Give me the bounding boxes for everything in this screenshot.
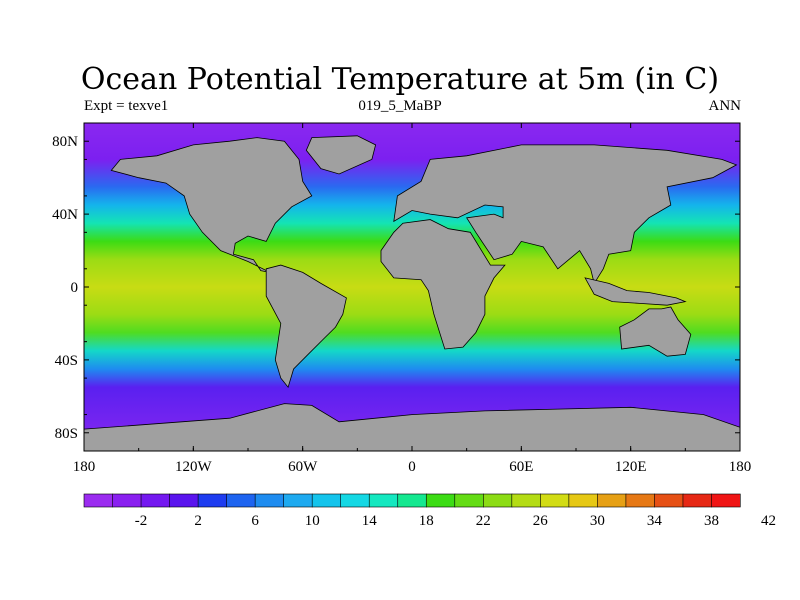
colorbar-label: 10 (305, 513, 320, 529)
lon-label: 60E (509, 459, 533, 475)
colorbar-swatch (682, 493, 713, 508)
colorbar-swatch (368, 493, 399, 508)
lon-label: 120W (175, 459, 213, 475)
colorbar-swatch (397, 493, 427, 508)
colorbar-swatch (425, 493, 456, 508)
time-label: 019_5_MaBP (358, 98, 442, 114)
colorbar-swatch (169, 493, 199, 508)
axis-ticks (83, 122, 741, 452)
lat-label: 80N (52, 134, 78, 150)
colorbar-swatch (83, 493, 114, 508)
lon-label: 180 (73, 459, 96, 475)
colorbar-swatch (654, 493, 684, 508)
plot-title: Ocean Potential Temperature at 5m (in C) (80, 62, 720, 97)
colorbar-label: 14 (362, 513, 378, 529)
colorbar-swatch (711, 493, 741, 508)
colorbar-swatch (568, 493, 598, 508)
longitude-labels: 180 120W 60W 0 60E 120E 180 (73, 459, 752, 475)
landmass-south-america (265, 264, 347, 389)
colorbar-label: 30 (590, 513, 605, 529)
landmass-australia (619, 306, 692, 357)
landmass-india-seasia-islands (584, 277, 687, 306)
colorbar-labels: -2 2 6 10 14 18 22 26 30 34 38 42 (135, 513, 776, 529)
colorbar-swatch (311, 493, 342, 508)
colorbar-swatch (197, 493, 228, 508)
colorbar-label: 42 (761, 513, 776, 529)
lat-label: 40S (55, 353, 78, 369)
lat-label: 40N (52, 207, 78, 223)
colorbar-swatch (511, 493, 541, 508)
colorbar-swatch (254, 493, 285, 508)
lon-label: 0 (408, 459, 416, 475)
lat-label: 80S (55, 426, 78, 442)
landmass-antarctica (84, 403, 740, 451)
colorbar-label: 2 (194, 513, 202, 529)
colorbar-swatch (454, 493, 484, 508)
lon-label: 60W (288, 459, 318, 475)
season-label: ANN (708, 98, 742, 114)
colorbar-label: 38 (704, 513, 719, 529)
lon-label: 180 (729, 459, 752, 475)
colorbar-label: 26 (533, 513, 549, 529)
experiment-label: Expt = texve1 (84, 98, 169, 114)
latitude-labels: 80N 40N 0 40S 80S (52, 134, 78, 442)
colorbar-swatch (140, 493, 171, 508)
land-layer (84, 135, 740, 451)
colorbar-label: 22 (476, 513, 491, 529)
colorbar-swatch (482, 493, 513, 508)
landmass-africa (380, 219, 506, 350)
lon-label: 120E (615, 459, 647, 475)
colorbar-swatch (112, 493, 142, 508)
colorbar-swatch (283, 493, 313, 508)
colorbar-label: 18 (419, 513, 434, 529)
colorbar-swatch (597, 493, 627, 508)
landmass-greenland (305, 135, 377, 175)
colorbar-swatch (226, 493, 256, 508)
landmass-north-america (110, 137, 313, 273)
colorbar-swatch (540, 493, 570, 508)
colorbar-swatch (340, 493, 370, 508)
landmass-eurasia (393, 144, 738, 285)
lat-label: 0 (71, 280, 79, 296)
colorbar-swatch (625, 493, 656, 508)
colorbar-label: 34 (647, 513, 663, 529)
colorbar-label: 6 (251, 513, 259, 529)
colorbar (83, 493, 741, 508)
colorbar-label: -2 (135, 513, 148, 529)
